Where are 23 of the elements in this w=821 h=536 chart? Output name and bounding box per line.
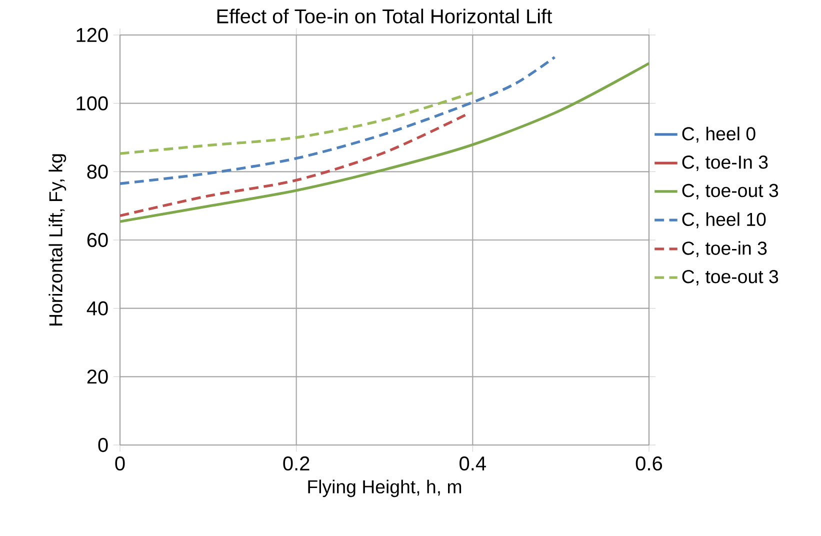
line-series — [120, 91, 474, 155]
y-tick-label: 60 — [87, 232, 108, 248]
y-tick-label: 20 — [87, 370, 108, 384]
y-axis-title: Horizontal Lift, Fy, kg — [48, 154, 66, 326]
y-tick-label: 0 — [98, 438, 108, 452]
legend-label: C, heel 0 — [682, 126, 756, 143]
legend-label: C, toe-out 3 — [682, 270, 778, 286]
line-series — [120, 56, 556, 185]
y-tick-label: 100 — [76, 96, 108, 110]
x-tick-label: 0 — [115, 456, 125, 471]
x-tick-label: 0.6 — [636, 456, 662, 471]
x-tick-label: 0.2 — [283, 456, 310, 471]
x-tick-label: 0.4 — [460, 456, 486, 471]
y-tick-label: 80 — [87, 164, 108, 179]
legend-label: C, heel 10 — [682, 212, 766, 228]
legend-label: C, toe-out 3 — [682, 184, 778, 200]
x-axis-title: Flying Height, h, m — [308, 480, 462, 498]
legend-label: C, toe-In 3 — [682, 156, 768, 171]
y-tick-label: 40 — [86, 301, 108, 316]
line-series — [120, 62, 649, 223]
legend-label: C, toe-in 3 — [682, 241, 767, 258]
y-tick-label: 120 — [76, 28, 108, 42]
chart-title: Effect of Toe-in on Total Horizontal Lift — [217, 8, 552, 24]
